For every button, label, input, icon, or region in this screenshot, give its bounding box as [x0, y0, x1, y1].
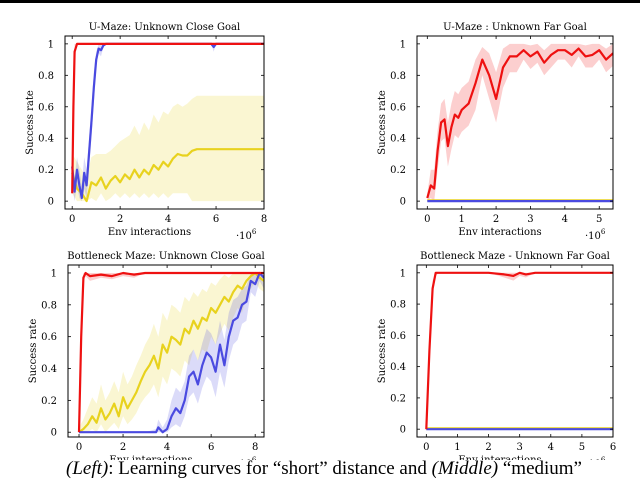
x-tick-label: 2 [120, 442, 126, 453]
chart-title: U-Maze: Unknown Close Goal [89, 22, 240, 33]
y-axis-label: Success rate [377, 319, 388, 384]
x-tick-label: 0 [69, 214, 75, 225]
series-line [78, 271, 264, 434]
y-tick-label: 0.4 [390, 134, 406, 145]
figure-panels: U-Maze: Unknown Close Goal 0 0.2 0.4 0.6 0.8 1… [25, 22, 616, 460]
y-tick-label: 0.6 [41, 332, 57, 343]
series-line [77, 271, 264, 433]
confidence-band [426, 272, 613, 430]
chart-title: U-Maze : Unknown Far Goal [443, 22, 587, 33]
x-tick-label: 8 [261, 214, 267, 225]
x-tick-label: 6 [610, 442, 616, 453]
series-line [71, 42, 264, 194]
axes-frame [64, 35, 265, 210]
x-tick-label: 4 [165, 214, 171, 225]
x-axis-multiplier: ·106 [236, 228, 257, 242]
y-tick-label: 0.2 [41, 396, 57, 407]
y-axis-label: Success rate [28, 319, 39, 384]
caption-left-tag: (Left) [66, 458, 109, 479]
plot-area [425, 271, 613, 431]
x-axis-multiplier-exponent: 6 [601, 456, 606, 460]
x-tick-label: 5 [579, 442, 585, 453]
confidence-band [79, 273, 264, 433]
x-tick-label: 8 [252, 442, 258, 453]
x-axis-multiplier: ·106 [585, 228, 606, 242]
x-axis-multiplier-exponent: 6 [252, 456, 257, 460]
x-axis-multiplier-exponent: 6 [601, 228, 606, 236]
x-tick-label: 0 [424, 214, 430, 225]
chart-title: Bottleneck Maze: Unknown Close Goal [67, 251, 265, 262]
y-tick-label: 0 [48, 197, 54, 208]
x-tick-label: 0 [423, 442, 429, 453]
chart-panel-3: Bottleneck Maze: Unknown Close Goal 0 0.2 0… [28, 251, 265, 460]
y-tick-label: 1 [51, 268, 57, 279]
confidence-band [427, 43, 613, 202]
y-tick-label: 0.6 [390, 102, 406, 113]
x-tick-label: 3 [516, 442, 522, 453]
x-axis-label: Env interactions [108, 227, 191, 238]
y-tick-label: 0.2 [38, 165, 54, 176]
figure-caption: (Left): Learning curves for “short” dist… [66, 458, 640, 480]
x-tick-label: 2 [485, 442, 491, 453]
y-tick-label: 0.8 [41, 300, 57, 311]
caption-middle-text: “medium” [498, 458, 582, 479]
x-axis-multiplier-exponent: 6 [252, 228, 257, 236]
plot-area [71, 42, 264, 203]
y-axis-label: Success rate [377, 90, 388, 155]
y-tick-label: 0.6 [38, 102, 54, 113]
y-tick-label: 0 [400, 197, 406, 208]
series-line [425, 271, 613, 430]
chart-panel-1: U-Maze: Unknown Close Goal 0 0.2 0.4 0.6 0.8 1… [25, 22, 267, 242]
y-tick-label: 0.8 [390, 71, 406, 82]
x-tick-label: 2 [493, 214, 499, 225]
chart-panel-4: Bottleneck Maze - Unknown Far Goal 0 0.2 0.… [377, 251, 616, 460]
x-axis-label: Env interactions [458, 455, 541, 460]
x-axis-label: Env interactions [458, 227, 541, 238]
series-line [426, 47, 613, 199]
y-tick-label: 0.8 [38, 71, 54, 82]
y-tick-label: 0.2 [390, 165, 406, 176]
axes-frame [416, 35, 614, 210]
x-tick-label: 5 [596, 214, 602, 225]
x-axis-label: Env interactions [109, 455, 192, 460]
y-tick-label: 1 [48, 39, 54, 50]
series-line [79, 271, 264, 434]
x-tick-label: 3 [527, 214, 533, 225]
series-line [71, 42, 264, 200]
chart-panel-2: U-Maze : Unknown Far Goal 0 0.2 0.4 0.6 0.8 1 0… [377, 22, 614, 242]
y-tick-label: 0.4 [41, 364, 57, 375]
y-tick-label: 0.4 [390, 362, 406, 373]
axes-frame [67, 264, 265, 438]
x-tick-label: 0 [76, 442, 82, 453]
caption-middle-tag: (Middle) [431, 458, 499, 479]
y-tick-label: 1 [400, 39, 406, 50]
y-tick-label: 0.8 [390, 300, 406, 311]
axes-frame [416, 264, 614, 438]
y-tick-label: 0 [51, 428, 57, 439]
x-tick-label: 4 [164, 442, 170, 453]
y-axis-label: Success rate [25, 90, 36, 155]
y-tick-label: 0.4 [38, 134, 54, 145]
plot-area [426, 43, 613, 203]
plot-area [77, 271, 264, 434]
top-rule [0, 0, 640, 3]
chart-title: Bottleneck Maze - Unknown Far Goal [420, 251, 610, 262]
x-tick-label: 6 [208, 442, 214, 453]
caption-left-text: : Learning curves for “short” distance a… [108, 458, 432, 479]
x-tick-label: 6 [213, 214, 219, 225]
x-tick-label: 4 [548, 442, 554, 453]
y-tick-label: 0.2 [390, 393, 406, 404]
x-tick-label: 2 [117, 214, 123, 225]
y-tick-label: 0.6 [390, 331, 406, 342]
confidence-band [72, 95, 264, 202]
x-tick-label: 4 [562, 214, 568, 225]
series-line [71, 148, 264, 203]
x-tick-label: 1 [454, 442, 460, 453]
x-tick-label: 1 [459, 214, 465, 225]
y-tick-label: 0 [400, 425, 406, 436]
y-tick-label: 1 [400, 268, 406, 279]
